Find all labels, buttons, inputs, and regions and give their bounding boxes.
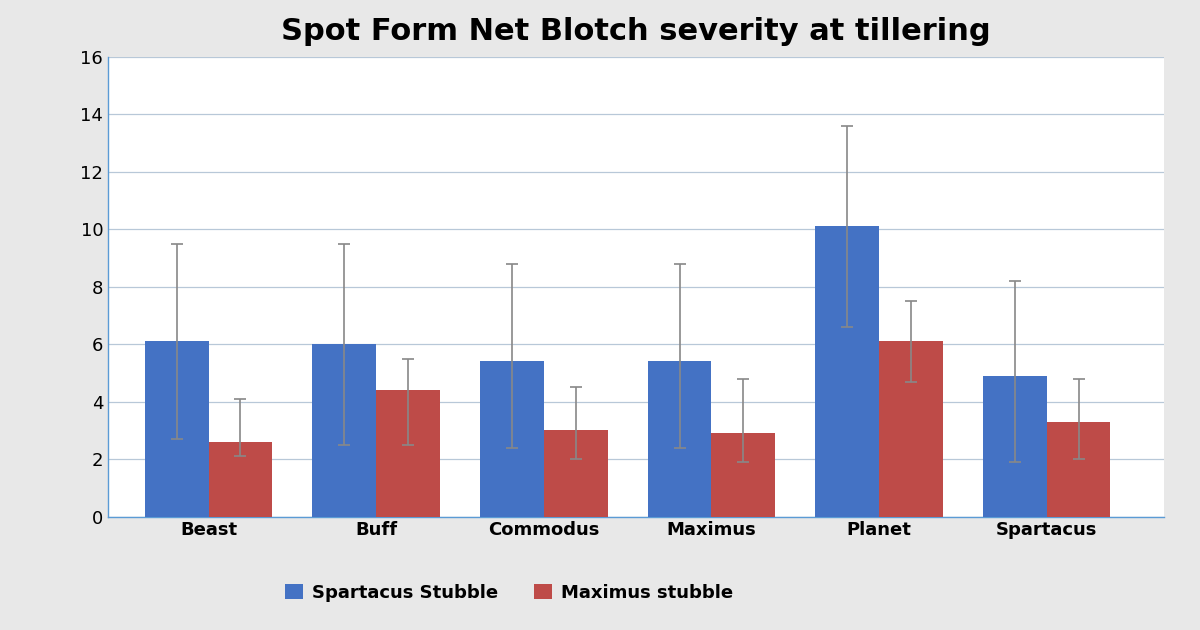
Bar <box>880 341 943 517</box>
Title: Spot Form Net Blotch severity at tillering: Spot Form Net Blotch severity at tilleri… <box>281 17 991 46</box>
Bar <box>648 362 712 517</box>
Bar <box>480 362 544 517</box>
Bar <box>544 430 607 517</box>
Bar <box>983 375 1046 517</box>
Legend: Spartacus Stubble, Maximus stubble: Spartacus Stubble, Maximus stubble <box>277 576 740 609</box>
Bar <box>712 433 775 517</box>
Bar <box>376 390 440 517</box>
Bar <box>1046 421 1110 517</box>
Bar <box>815 226 880 517</box>
Bar <box>312 344 376 517</box>
Bar <box>209 442 272 517</box>
Bar <box>145 341 209 517</box>
